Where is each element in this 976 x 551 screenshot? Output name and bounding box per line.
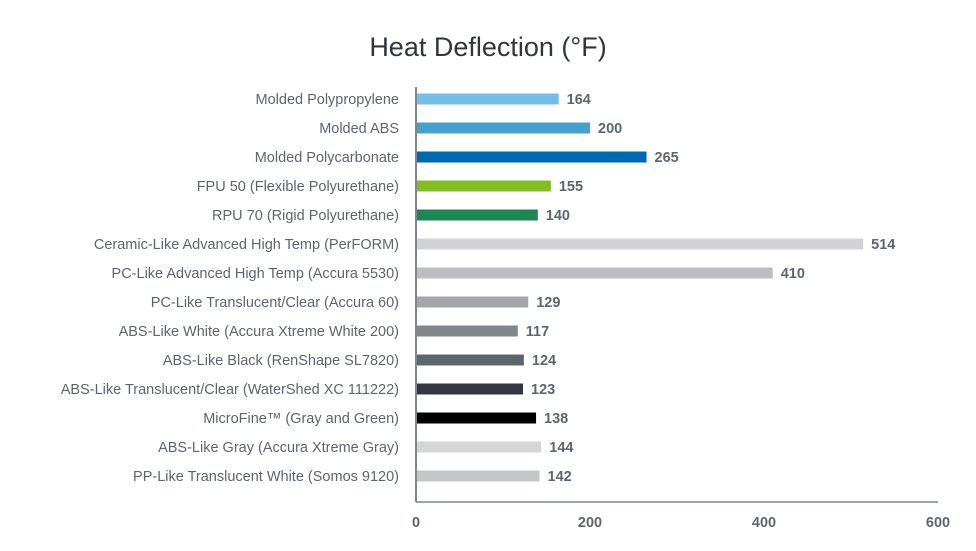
data-label: 123 <box>531 382 555 398</box>
bar <box>416 296 529 308</box>
category-label: PC-Like Advanced High Temp (Accura 5530) <box>112 266 399 282</box>
category-label: RPU 70 (Rigid Polyurethane) <box>212 208 399 224</box>
data-label: 142 <box>548 469 572 485</box>
data-label: 200 <box>598 121 622 137</box>
data-label: 129 <box>536 295 560 311</box>
bar <box>416 93 559 105</box>
data-label: 124 <box>532 353 556 369</box>
bar <box>416 267 773 279</box>
category-label: PP-Like Translucent White (Somos 9120) <box>133 469 399 485</box>
data-label: 265 <box>655 150 679 166</box>
bar <box>416 354 524 366</box>
category-label: Molded Polypropylene <box>256 92 399 108</box>
category-label: FPU 50 (Flexible Polyurethane) <box>197 179 399 195</box>
chart-title: Heat Deflection (°F) <box>369 32 606 62</box>
x-tick-label: 400 <box>752 515 776 531</box>
category-label: Ceramic-Like Advanced High Temp (PerFORM… <box>94 237 399 253</box>
bar <box>416 238 864 250</box>
data-label: 514 <box>871 237 895 253</box>
category-label: Molded ABS <box>319 121 399 137</box>
data-label: 410 <box>781 266 805 282</box>
data-label: 140 <box>546 208 570 224</box>
data-label: 155 <box>559 179 583 195</box>
data-label: 117 <box>526 324 549 340</box>
x-tick-label: 0 <box>412 515 420 531</box>
bar <box>416 209 538 221</box>
bar <box>416 122 590 134</box>
bar <box>416 412 537 424</box>
category-label: PC-Like Translucent/Clear (Accura 60) <box>151 295 399 311</box>
bar <box>416 470 540 482</box>
category-label: ABS-Like Black (RenShape SL7820) <box>163 353 399 369</box>
bar <box>416 383 524 395</box>
category-label: ABS-Like Gray (Accura Xtreme Gray) <box>158 440 399 456</box>
category-label: ABS-Like Translucent/Clear (WaterShed XC… <box>61 382 399 398</box>
x-tick-label: 200 <box>578 515 602 531</box>
category-label: Molded Polycarbonate <box>255 150 399 166</box>
bar <box>416 325 518 337</box>
data-label: 144 <box>549 440 573 456</box>
category-label: MicroFine™ (Gray and Green) <box>203 411 399 427</box>
bar <box>416 151 647 163</box>
data-label: 138 <box>544 411 568 427</box>
bar <box>416 180 551 192</box>
category-label: ABS-Like White (Accura Xtreme White 200) <box>119 324 399 340</box>
data-label: 164 <box>567 92 591 108</box>
x-tick-label: 600 <box>926 515 950 531</box>
bar <box>416 441 542 453</box>
